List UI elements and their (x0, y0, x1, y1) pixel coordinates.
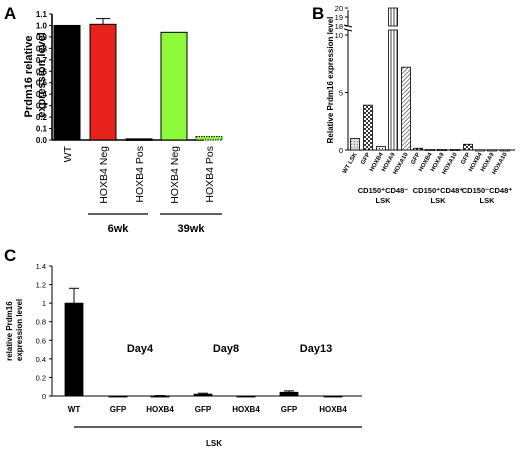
chart-c-day-label: Day13 (300, 343, 332, 355)
chart-a-category-label: WT (62, 145, 74, 162)
chart-b-ytick-label: 20 (335, 4, 343, 13)
chart-b-ytick-label: 10 (335, 31, 343, 40)
chart-c-ylabel: relative Prdm16 expression level (5, 299, 24, 361)
chart-b-ytick-label: 0 (339, 146, 343, 155)
chart-c-ylabel-line1: relative Prdm16 (5, 301, 14, 361)
chart-c-bar (150, 395, 170, 398)
chart-a-ytick-label: 0.6 (36, 67, 48, 76)
chart-a-ytick-label: 0.8 (36, 44, 48, 53)
chart-c-ytick-label: 0.6 (36, 336, 46, 345)
chart-a-ylabel-line2: expression level (36, 32, 48, 118)
chart-b-group-label-line1: CD150⁺CD48⁺ (413, 186, 463, 195)
chart-a-category-label: HOXB4 Neg (169, 146, 181, 204)
chart-b-bar (437, 149, 447, 152)
chart-a-ytick-label: 0.1 (36, 125, 48, 134)
chart-a-bar (89, 23, 117, 141)
chart-b-bar (425, 149, 435, 152)
chart-c-day-label: Day4 (127, 343, 154, 355)
chart-a-category-label: HOXB4 Neg (98, 146, 110, 204)
chart-c-ytick-label: 1.4 (36, 262, 46, 271)
chart-b-bar-upper (388, 7, 398, 27)
chart-b-bar (401, 66, 411, 151)
panel-label-b: B (312, 4, 324, 23)
chart-a-ytick-label: 1.0 (36, 21, 48, 30)
chart-b-axis-break-bottom (343, 28, 353, 32)
chart-b-group-label-line2: LSK (480, 196, 496, 205)
chart-a-category-label: HOXB4 Pos (204, 146, 216, 203)
chart-a-ytick-label: 0.9 (36, 33, 48, 42)
chart-a-ytick-label: 0.3 (36, 102, 48, 111)
chart-c-ytick-label: 1 (42, 299, 46, 308)
chart-b-bar (450, 149, 460, 152)
chart-c-bar (279, 391, 299, 397)
chart-b-group-label-line2: LSK (431, 196, 447, 205)
chart-a-bar (53, 24, 81, 141)
chart-c-ytick-label: 1.2 (36, 281, 46, 290)
chart-c-ytick-label: 0 (42, 392, 46, 401)
chart-b-bar (487, 149, 497, 152)
chart-a-ytick-label: 0.2 (36, 113, 48, 122)
chart-c-category-label: HOXB4 (319, 405, 347, 414)
chart-c-ytick-label: 0.8 (36, 318, 46, 327)
chart-c-ytick-label: 0.2 (36, 373, 46, 382)
chart-b-bar (388, 29, 398, 151)
chart-b-ytick-label: 5 (339, 89, 343, 98)
chart-c-bar (108, 395, 128, 398)
chart-b-group-label-line2: LSK (376, 196, 392, 205)
chart-b-ylabel: Relative Prdm16 expression level (326, 17, 335, 144)
chart-b-bar (413, 147, 423, 151)
chart-c-bar (323, 395, 343, 398)
chart-c-bar (193, 393, 213, 397)
chart-c-day-label: Day8 (213, 343, 239, 355)
chart-b-group-label-line1: CD150⁺CD48⁻ (358, 186, 408, 195)
chart-c-category-label: GFP (281, 405, 298, 414)
chart-c-bar (236, 395, 256, 398)
chart-b-category-label: WT LSK (342, 151, 359, 174)
chart-c: relative Prdm16 expression level 0 0.2 0.4… (5, 262, 362, 448)
chart-c-ylabel-line2: expression level (15, 299, 24, 361)
chart-a-bar (125, 138, 153, 141)
chart-c-category-label: WT (68, 405, 81, 414)
chart-c-bar (64, 302, 84, 397)
chart-b-bar (350, 138, 360, 151)
chart-b-bar (363, 104, 373, 151)
chart-b-bar (500, 149, 510, 152)
chart-a-ytick-label: 0.7 (36, 56, 48, 65)
panel-label-a: A (4, 4, 16, 23)
chart-a-ylabel: Prdm16 relative expression level (23, 32, 48, 118)
chart-c-group-label: LSK (206, 439, 222, 448)
chart-b-ytick-label: 19 (335, 13, 343, 22)
chart-a: Prdm16 relative expression level 0.0 0.1 0… (23, 10, 223, 235)
chart-b-bar (376, 146, 386, 151)
chart-a-ytick-label: 1.1 (36, 10, 48, 19)
chart-b-group-label-line1: CD150⁻CD48⁺ (462, 186, 512, 195)
chart-a-group-label: 6wk (108, 223, 130, 235)
chart-c-category-label: HOXB4 (232, 405, 260, 414)
chart-a-ytick-label: 0.4 (36, 90, 48, 99)
chart-b-bar (475, 149, 485, 152)
chart-a-ytick-label: 0.0 (36, 136, 48, 145)
chart-c-category-label: GFP (110, 405, 127, 414)
chart-c-category-label: HOXB4 (146, 405, 174, 414)
chart-a-ytick-label: 0.5 (36, 79, 48, 88)
chart-a-category-label: HOXB4 Pos (134, 146, 146, 203)
chart-b-category-label: GFP (460, 152, 471, 166)
chart-a-bar (195, 136, 223, 141)
chart-a-bar (160, 31, 188, 141)
chart-b-category-label: GFP (410, 152, 421, 166)
chart-c-ytick-label: 0.4 (36, 355, 46, 364)
chart-b: Relative Prdm16 expression level (326, 4, 515, 205)
chart-b-bar (463, 143, 473, 151)
chart-b-category-label: GFP (360, 152, 371, 166)
panel-label-c: C (4, 246, 16, 265)
chart-a-ylabel-line1: Prdm16 relative (23, 36, 35, 118)
chart-c-category-label: GFP (195, 405, 212, 414)
chart-a-group-label: 39wk (178, 223, 206, 235)
chart-b-ytick-label: 18 (335, 22, 343, 31)
